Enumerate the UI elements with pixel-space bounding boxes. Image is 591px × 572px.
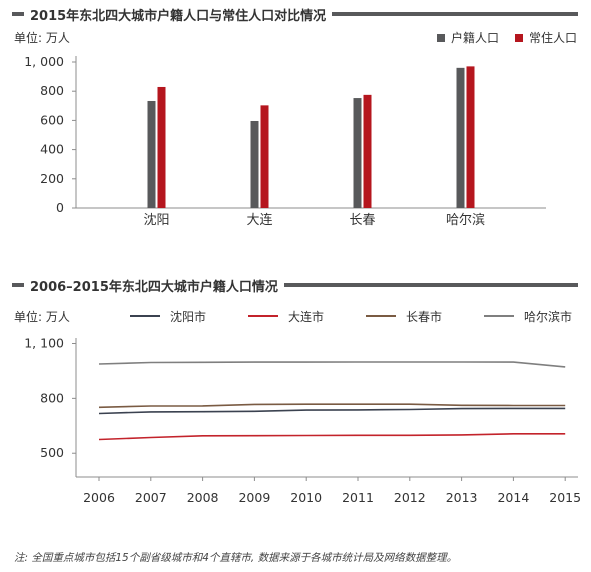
bar-chart-y-tick-label: 800 bbox=[40, 83, 64, 98]
line-chart-header: 2006–2015年东北四大城市户籍人口情况 bbox=[12, 276, 578, 295]
bar-chart-category-label: 长春 bbox=[349, 213, 375, 228]
line-legend-item: 沈阳市 bbox=[130, 308, 206, 324]
line-legend-label: 大连市 bbox=[288, 309, 325, 324]
line-legend-label: 哈尔滨市 bbox=[524, 309, 573, 324]
line-legend-swatch bbox=[248, 315, 278, 317]
line-chart-x-tick-label: 2010 bbox=[290, 490, 322, 505]
bar-s0-c3 bbox=[456, 67, 465, 208]
bar-legend-item: 常住人口 bbox=[514, 29, 577, 46]
line-legend-swatch bbox=[366, 315, 396, 317]
header-rule-left bbox=[12, 283, 24, 287]
line-chart-unit-label: 单位: 万人 bbox=[14, 310, 70, 324]
bar-s1-c1 bbox=[260, 105, 269, 208]
bar-legend-swatch bbox=[514, 33, 523, 42]
bar-chart-legend: 户籍人口 常住人口 bbox=[436, 29, 577, 46]
bar-legend-swatch bbox=[436, 33, 445, 42]
line-legend-swatch bbox=[484, 315, 514, 317]
line-chart-x-tick-label: 2009 bbox=[238, 490, 270, 505]
line-chart-legend: 沈阳市 大连市 长春市 哈尔滨市 bbox=[0, 308, 591, 324]
bar-chart-category-label: 大连 bbox=[246, 212, 272, 228]
bar-s1-c3 bbox=[466, 66, 475, 208]
line-chart-x-tick-label: 2007 bbox=[135, 490, 167, 505]
bar-chart-y-tick-label: 0 bbox=[56, 200, 64, 215]
header-rule-right bbox=[332, 12, 578, 16]
line-chart-title: 2006–2015年东北四大城市户籍人口情况 bbox=[30, 279, 278, 295]
bar-chart-y-tick-label: 1, 000 bbox=[24, 54, 64, 69]
bar-s1-c2 bbox=[363, 94, 372, 208]
line-chart-x-tick-label: 2014 bbox=[497, 490, 529, 505]
line-legend-item: 大连市 bbox=[248, 308, 324, 324]
bar-legend-label: 常住人口 bbox=[528, 31, 577, 45]
line-series-3 bbox=[98, 361, 566, 368]
bar-chart-category-label: 沈阳 bbox=[143, 213, 169, 228]
bar-chart-title: 2015年东北四大城市户籍人口与常住人口对比情况 bbox=[30, 8, 327, 24]
line-chart-x-tick-label: 2013 bbox=[446, 490, 478, 505]
line-legend-swatch bbox=[130, 315, 160, 317]
line-chart-x-tick-label: 2008 bbox=[187, 490, 219, 505]
line-chart-x-tick-label: 2006 bbox=[83, 490, 115, 505]
bar-chart-y-tick-label: 400 bbox=[40, 142, 64, 157]
line-chart-x-tick-label: 2012 bbox=[394, 490, 426, 505]
line-legend-label: 长春市 bbox=[406, 309, 443, 324]
bar-chart-category-label: 哈尔滨 bbox=[446, 212, 485, 228]
line-legend-label: 沈阳市 bbox=[170, 309, 207, 324]
line-series-2 bbox=[98, 403, 566, 409]
line-chart-x-tick-label: 2015 bbox=[549, 490, 581, 505]
footnote: 注: 全国重点城市包括15个副省级城市和4个直辖市, 数据来源于各城市统计局及网… bbox=[14, 552, 458, 564]
bar-s0-c0 bbox=[147, 100, 156, 208]
line-legend-item: 哈尔滨市 bbox=[484, 308, 572, 324]
bar-chart-unit-label: 单位: 万人 bbox=[14, 31, 70, 45]
header-rule-left bbox=[12, 12, 24, 16]
bar-legend-item: 户籍人口 bbox=[436, 29, 499, 46]
bar-chart: 0 200 400 600 800 1, 000 沈阳 大连 长春 哈尔滨 bbox=[24, 54, 546, 228]
line-series-0 bbox=[98, 407, 566, 415]
bar-chart-y-tick-label: 600 bbox=[40, 112, 64, 127]
bar-s1-c0 bbox=[157, 86, 166, 208]
bar-s0-c2 bbox=[353, 98, 362, 208]
bar-s0-c1 bbox=[250, 120, 259, 208]
bar-chart-y-tick-label: 200 bbox=[40, 171, 64, 186]
line-chart-y-tick-label: 1, 100 bbox=[24, 335, 64, 350]
line-chart-x-tick-label: 2011 bbox=[342, 490, 374, 505]
bar-chart-header: 2015年东北四大城市户籍人口与常住人口对比情况 bbox=[12, 5, 578, 24]
header-rule-right bbox=[283, 283, 578, 287]
line-series-1 bbox=[98, 433, 566, 441]
line-chart-y-tick-label: 800 bbox=[40, 390, 64, 405]
bar-legend-label: 户籍人口 bbox=[450, 31, 499, 45]
line-legend-item: 长春市 bbox=[366, 308, 442, 324]
line-chart: 500 800 1, 100 2006 2007 2008 2009 2010 2011 2012… bbox=[24, 335, 581, 505]
line-chart-y-tick-label: 500 bbox=[40, 445, 64, 460]
